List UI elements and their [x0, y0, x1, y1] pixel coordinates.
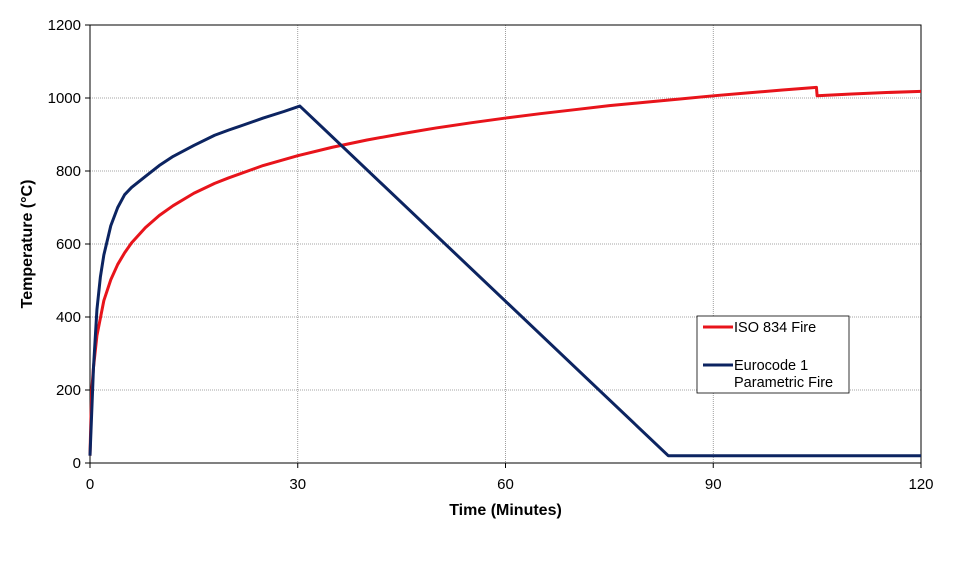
- series-lines: [88, 85, 922, 458]
- y-tick-label: 200: [56, 382, 81, 399]
- y-tick-label: 400: [56, 309, 81, 326]
- x-tick-label: 120: [908, 476, 933, 493]
- series-line-0: [88, 85, 922, 456]
- x-tick-label: 30: [289, 476, 306, 493]
- x-axis-title: Time (Minutes): [449, 502, 562, 519]
- legend-label-eurocode: Eurocode 1 Parametric Fire: [734, 358, 833, 391]
- legend-label-iso-834: ISO 834 Fire: [734, 320, 816, 336]
- grid-lines: [90, 25, 921, 463]
- legend: ISO 834 Fire Eurocode 1 Parametric Fire: [696, 315, 850, 394]
- y-axis-title: Temperature (°C): [19, 180, 36, 309]
- x-tick-label: 90: [705, 476, 722, 493]
- y-tick-label: 1000: [48, 90, 81, 107]
- y-tick-label: 1200: [48, 17, 81, 34]
- x-tick-label: 60: [497, 476, 514, 493]
- y-tick-label: 600: [56, 236, 81, 253]
- legend-box: [696, 315, 850, 394]
- y-tick-label: 0: [73, 455, 81, 472]
- series-line-1: [88, 104, 921, 458]
- x-tick-label: 0: [86, 476, 94, 493]
- y-tick-label: 800: [56, 163, 81, 180]
- axis-ticks: 0 200 400 600 800 1000 1200 0 30 60 90 120: [48, 17, 934, 493]
